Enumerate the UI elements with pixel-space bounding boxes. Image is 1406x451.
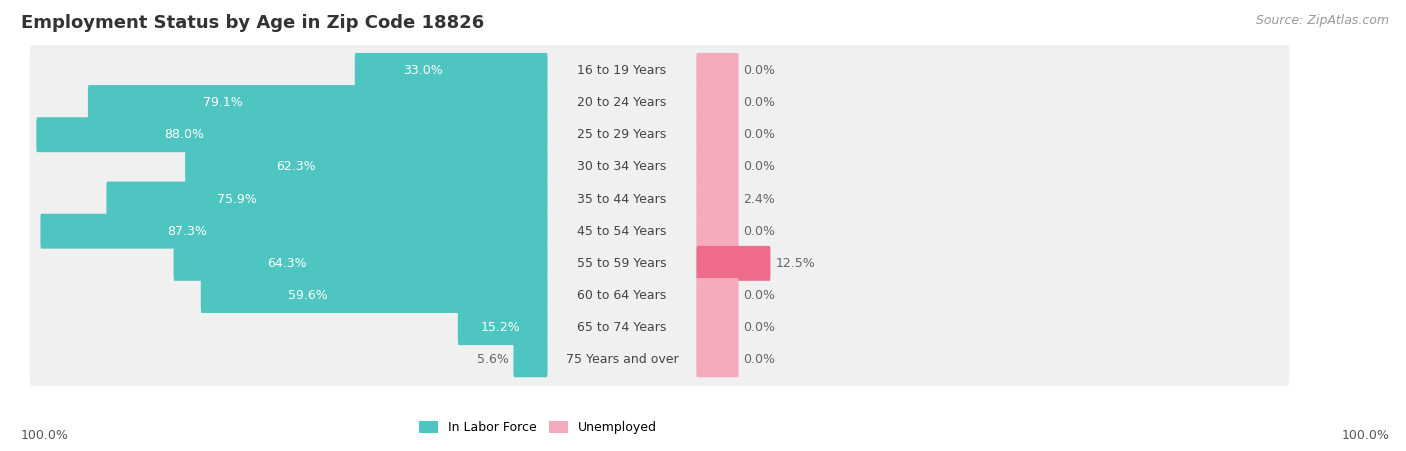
FancyBboxPatch shape	[696, 149, 738, 184]
Text: 75.9%: 75.9%	[217, 193, 257, 206]
FancyBboxPatch shape	[696, 278, 738, 313]
FancyBboxPatch shape	[30, 237, 1289, 290]
Text: 5.6%: 5.6%	[477, 353, 509, 366]
FancyBboxPatch shape	[30, 334, 1289, 386]
Text: 62.3%: 62.3%	[276, 161, 316, 173]
FancyBboxPatch shape	[30, 109, 1289, 161]
Text: 25 to 29 Years: 25 to 29 Years	[578, 128, 666, 141]
Text: 0.0%: 0.0%	[744, 64, 776, 77]
Text: 30 to 34 Years: 30 to 34 Years	[578, 161, 666, 173]
FancyBboxPatch shape	[186, 149, 547, 184]
FancyBboxPatch shape	[173, 246, 547, 281]
FancyBboxPatch shape	[696, 85, 738, 120]
Text: 59.6%: 59.6%	[288, 289, 328, 302]
Text: 100.0%: 100.0%	[21, 429, 69, 442]
FancyBboxPatch shape	[458, 310, 547, 345]
Text: 20 to 24 Years: 20 to 24 Years	[578, 96, 666, 109]
Text: 16 to 19 Years: 16 to 19 Years	[578, 64, 666, 77]
Text: 0.0%: 0.0%	[744, 128, 776, 141]
Text: 45 to 54 Years: 45 to 54 Years	[578, 225, 666, 238]
FancyBboxPatch shape	[30, 302, 1289, 354]
FancyBboxPatch shape	[30, 269, 1289, 322]
Text: 55 to 59 Years: 55 to 59 Years	[578, 257, 666, 270]
Text: Source: ZipAtlas.com: Source: ZipAtlas.com	[1256, 14, 1389, 27]
Text: 0.0%: 0.0%	[744, 353, 776, 366]
Text: 60 to 64 Years: 60 to 64 Years	[578, 289, 666, 302]
Text: 64.3%: 64.3%	[267, 257, 307, 270]
FancyBboxPatch shape	[354, 53, 547, 88]
FancyBboxPatch shape	[696, 342, 738, 377]
FancyBboxPatch shape	[696, 214, 738, 249]
Text: 2.4%: 2.4%	[744, 193, 775, 206]
FancyBboxPatch shape	[696, 182, 738, 216]
Text: 15.2%: 15.2%	[481, 321, 520, 334]
Text: 12.5%: 12.5%	[775, 257, 815, 270]
Text: 0.0%: 0.0%	[744, 289, 776, 302]
Text: 75 Years and over: 75 Years and over	[565, 353, 678, 366]
Text: 0.0%: 0.0%	[744, 321, 776, 334]
Text: 33.0%: 33.0%	[404, 64, 443, 77]
FancyBboxPatch shape	[30, 141, 1289, 193]
FancyBboxPatch shape	[37, 117, 547, 152]
FancyBboxPatch shape	[696, 310, 738, 345]
Text: 65 to 74 Years: 65 to 74 Years	[578, 321, 666, 334]
FancyBboxPatch shape	[87, 85, 547, 120]
Legend: In Labor Force, Unemployed: In Labor Force, Unemployed	[413, 416, 662, 439]
FancyBboxPatch shape	[696, 117, 738, 152]
FancyBboxPatch shape	[30, 173, 1289, 225]
FancyBboxPatch shape	[201, 278, 547, 313]
FancyBboxPatch shape	[107, 182, 547, 216]
Text: 0.0%: 0.0%	[744, 96, 776, 109]
Text: 35 to 44 Years: 35 to 44 Years	[578, 193, 666, 206]
Text: 100.0%: 100.0%	[1341, 429, 1389, 442]
FancyBboxPatch shape	[30, 44, 1289, 97]
Text: 0.0%: 0.0%	[744, 161, 776, 173]
Text: 79.1%: 79.1%	[204, 96, 243, 109]
FancyBboxPatch shape	[696, 53, 738, 88]
FancyBboxPatch shape	[41, 214, 547, 249]
FancyBboxPatch shape	[30, 77, 1289, 129]
FancyBboxPatch shape	[30, 205, 1289, 257]
Text: 0.0%: 0.0%	[744, 225, 776, 238]
Text: 88.0%: 88.0%	[165, 128, 205, 141]
FancyBboxPatch shape	[513, 342, 547, 377]
Text: Employment Status by Age in Zip Code 18826: Employment Status by Age in Zip Code 188…	[21, 14, 484, 32]
Text: 87.3%: 87.3%	[167, 225, 208, 238]
FancyBboxPatch shape	[696, 246, 770, 281]
